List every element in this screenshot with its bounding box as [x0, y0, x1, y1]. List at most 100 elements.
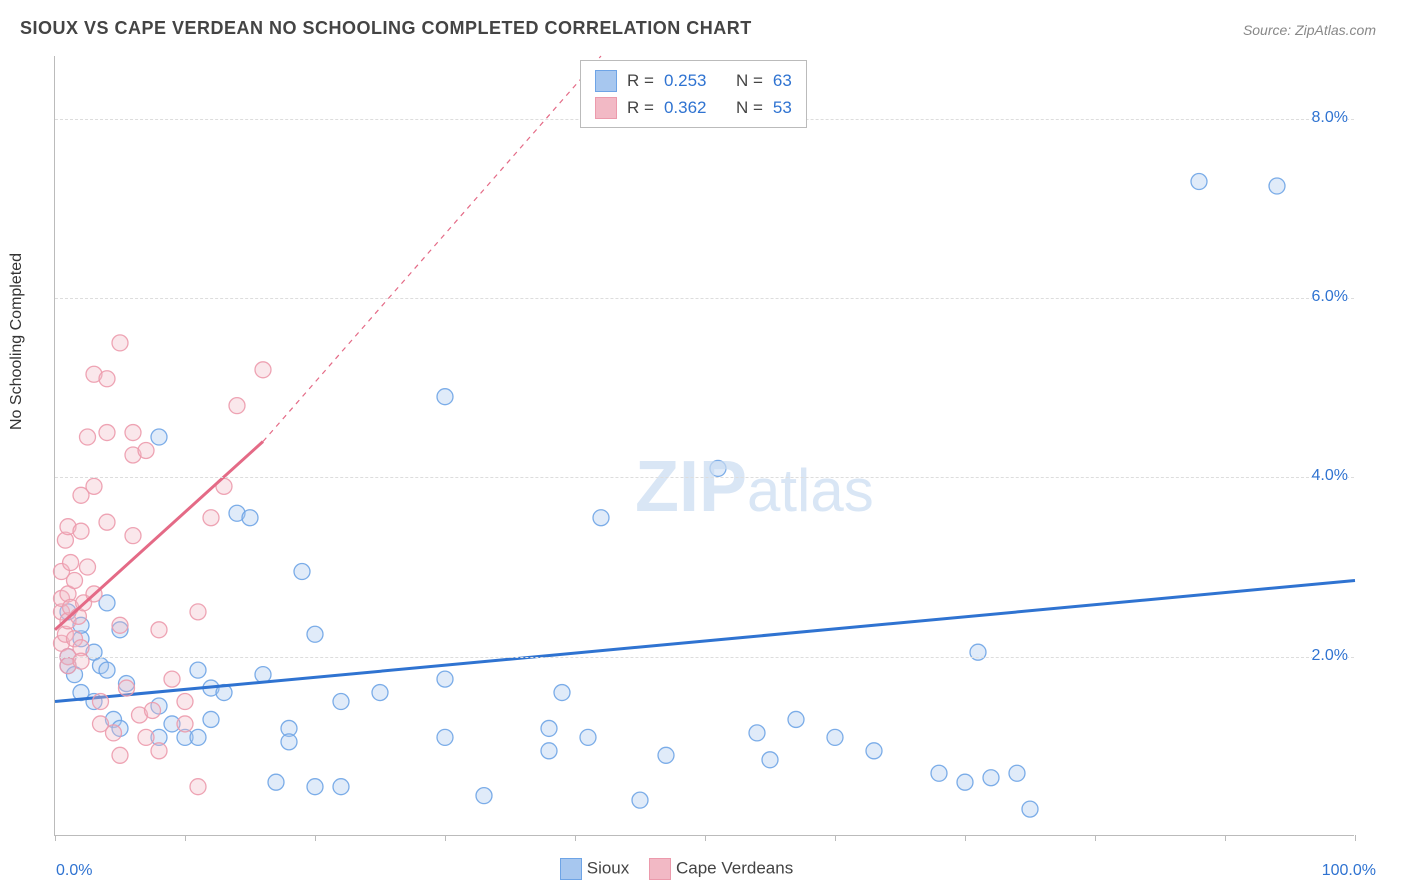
- data-point: [229, 398, 245, 414]
- series-legend-item: Cape Verdeans: [649, 858, 793, 880]
- data-point: [333, 779, 349, 795]
- data-point: [710, 460, 726, 476]
- data-point: [80, 559, 96, 575]
- x-tick: [1355, 835, 1356, 841]
- data-point: [138, 729, 154, 745]
- n-value: 63: [773, 67, 792, 94]
- data-point: [151, 743, 167, 759]
- data-point: [73, 653, 89, 669]
- data-point: [1269, 178, 1285, 194]
- data-point: [1009, 765, 1025, 781]
- data-point: [957, 774, 973, 790]
- data-point: [106, 725, 122, 741]
- data-point: [788, 711, 804, 727]
- data-point: [762, 752, 778, 768]
- legend-swatch: [649, 858, 671, 880]
- data-point: [268, 774, 284, 790]
- chart-title: SIOUX VS CAPE VERDEAN NO SCHOOLING COMPL…: [20, 18, 752, 39]
- series-legend-item: Sioux: [560, 858, 629, 880]
- data-point: [125, 425, 141, 441]
- x-tick: [575, 835, 576, 841]
- data-point: [333, 694, 349, 710]
- data-point: [437, 729, 453, 745]
- y-tick-label: 2.0%: [1312, 647, 1348, 665]
- legend-swatch: [595, 70, 617, 92]
- x-axis-max-label: 100.0%: [1322, 862, 1376, 880]
- data-point: [99, 371, 115, 387]
- source-attribution: Source: ZipAtlas.com: [1243, 22, 1376, 38]
- data-point: [658, 747, 674, 763]
- data-point: [255, 362, 271, 378]
- data-point: [437, 389, 453, 405]
- data-point: [177, 694, 193, 710]
- r-value: 0.362: [664, 94, 707, 121]
- stats-legend: R = 0.253 N = 63 R = 0.362 N = 53: [580, 60, 807, 128]
- data-point: [125, 528, 141, 544]
- data-point: [145, 702, 161, 718]
- data-point: [93, 694, 109, 710]
- n-label: N =: [736, 94, 763, 121]
- data-point: [307, 779, 323, 795]
- data-point: [80, 429, 96, 445]
- data-point: [593, 510, 609, 526]
- legend-swatch: [595, 97, 617, 119]
- n-value: 53: [773, 94, 792, 121]
- data-point: [190, 662, 206, 678]
- y-tick-label: 6.0%: [1312, 288, 1348, 306]
- trend-line-extrapolated: [263, 56, 601, 442]
- data-point: [203, 711, 219, 727]
- series-legend-label: Cape Verdeans: [676, 858, 793, 877]
- gridline: [55, 298, 1354, 299]
- data-point: [99, 514, 115, 530]
- data-point: [580, 729, 596, 745]
- r-label: R =: [627, 94, 654, 121]
- series-legend-label: Sioux: [587, 858, 630, 877]
- y-tick-label: 8.0%: [1312, 109, 1348, 127]
- n-label: N =: [736, 67, 763, 94]
- x-tick: [315, 835, 316, 841]
- data-point: [541, 720, 557, 736]
- stats-legend-row: R = 0.362 N = 53: [595, 94, 792, 121]
- data-point: [931, 765, 947, 781]
- scatter-svg: [55, 56, 1355, 836]
- x-tick: [1225, 835, 1226, 841]
- x-tick: [1095, 835, 1096, 841]
- data-point: [119, 680, 135, 696]
- data-point: [437, 671, 453, 687]
- data-point: [1022, 801, 1038, 817]
- data-point: [307, 626, 323, 642]
- r-label: R =: [627, 67, 654, 94]
- data-point: [164, 671, 180, 687]
- data-point: [294, 564, 310, 580]
- data-point: [632, 792, 648, 808]
- data-point: [151, 622, 167, 638]
- data-point: [190, 729, 206, 745]
- data-point: [138, 442, 154, 458]
- gridline: [55, 657, 1354, 658]
- data-point: [99, 662, 115, 678]
- data-point: [151, 429, 167, 445]
- data-point: [99, 425, 115, 441]
- data-point: [970, 644, 986, 660]
- data-point: [203, 510, 219, 526]
- data-point: [112, 617, 128, 633]
- data-point: [281, 734, 297, 750]
- data-point: [86, 478, 102, 494]
- data-point: [476, 788, 492, 804]
- x-tick: [55, 835, 56, 841]
- stats-legend-row: R = 0.253 N = 63: [595, 67, 792, 94]
- x-tick: [965, 835, 966, 841]
- series-legend: Sioux Cape Verdeans: [560, 858, 793, 880]
- x-tick: [445, 835, 446, 841]
- data-point: [190, 779, 206, 795]
- x-axis-min-label: 0.0%: [56, 862, 92, 880]
- r-value: 0.253: [664, 67, 707, 94]
- data-point: [242, 510, 258, 526]
- data-point: [73, 523, 89, 539]
- data-point: [866, 743, 882, 759]
- data-point: [827, 729, 843, 745]
- x-tick: [705, 835, 706, 841]
- data-point: [749, 725, 765, 741]
- data-point: [112, 747, 128, 763]
- gridline: [55, 477, 1354, 478]
